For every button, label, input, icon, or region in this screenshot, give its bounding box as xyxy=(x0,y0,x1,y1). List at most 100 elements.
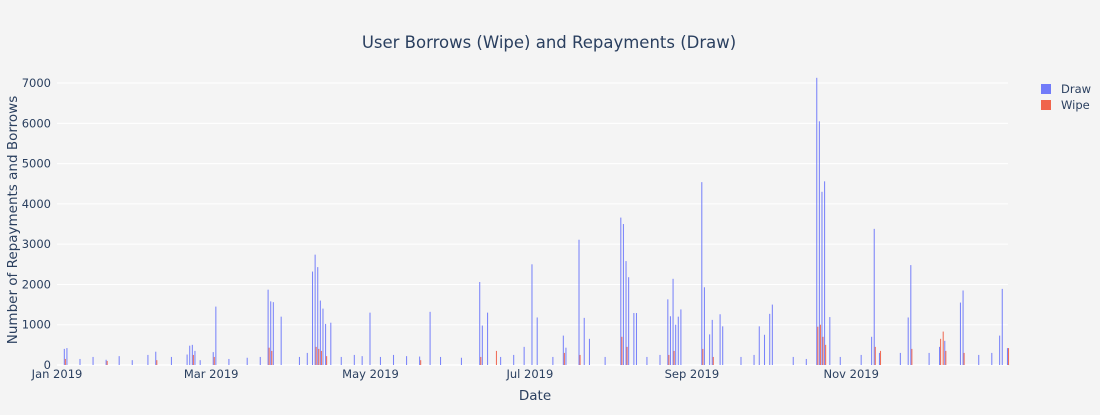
draw-bar xyxy=(353,354,355,365)
draw-bar xyxy=(280,316,282,365)
x-tick-label: Mar 2019 xyxy=(184,367,239,381)
draw-bar xyxy=(740,356,742,365)
draw-bar xyxy=(170,356,172,365)
draw-bar xyxy=(646,356,648,365)
draw-bar xyxy=(92,356,94,365)
draw-bar xyxy=(667,299,669,365)
wipe-bar xyxy=(579,354,581,365)
draw-bar xyxy=(105,359,107,365)
draw-bar xyxy=(319,300,321,365)
y-axis-ticks: 0 1000 2000 3000 4000 5000 6000 7000 xyxy=(22,76,51,372)
draw-bar xyxy=(199,360,201,365)
draw-bar xyxy=(910,265,912,365)
legend-swatch-draw[interactable] xyxy=(1041,84,1051,94)
draw-bar xyxy=(270,301,272,365)
draw-bar xyxy=(272,302,274,365)
draw-bar xyxy=(860,354,862,365)
draw-bar xyxy=(189,345,191,365)
wipe-bar xyxy=(911,348,913,365)
draw-bar xyxy=(635,313,638,365)
wipe-bar xyxy=(940,338,942,365)
draw-bar xyxy=(322,308,324,365)
y-tick-label: 1000 xyxy=(22,318,51,332)
wipe-bar xyxy=(268,347,270,365)
draw-bar xyxy=(228,358,230,365)
wipe-bar xyxy=(495,350,497,365)
draw-bar xyxy=(460,357,462,365)
draw-bar xyxy=(147,354,149,365)
draw-bar xyxy=(552,356,554,365)
x-axis-title: Date xyxy=(519,388,551,404)
legend-label-wipe[interactable]: Wipe xyxy=(1061,98,1090,112)
wipe-bar xyxy=(819,324,821,365)
draw-bar xyxy=(194,350,196,365)
draw-bar xyxy=(622,224,624,365)
wipe-bar xyxy=(874,346,876,365)
draw-bar xyxy=(155,351,157,365)
wipe-bar xyxy=(879,350,882,365)
draw-bar xyxy=(878,352,880,365)
draw-bar xyxy=(131,360,133,365)
draw-bar xyxy=(406,356,408,365)
legend-label-draw[interactable]: Draw xyxy=(1061,82,1091,96)
chart-title: User Borrows (Wipe) and Repayments (Draw… xyxy=(362,33,736,52)
draw-bar xyxy=(978,354,980,365)
draw-bar xyxy=(758,326,760,365)
draw-bar xyxy=(818,121,820,365)
draw-bar xyxy=(481,325,483,365)
draw-bar xyxy=(562,335,564,365)
draw-bar xyxy=(962,290,964,365)
wipe-bar xyxy=(702,348,704,365)
draw-bar xyxy=(769,313,771,365)
bars xyxy=(63,77,1010,365)
wipe-bar xyxy=(271,350,273,365)
draw-bar xyxy=(824,181,826,365)
gridlines xyxy=(57,82,1008,366)
wipe-bar xyxy=(213,356,215,365)
draw-bar xyxy=(829,317,831,365)
draw-bar xyxy=(703,287,705,365)
draw-bar xyxy=(839,356,841,365)
draw-bar xyxy=(701,182,703,365)
draw-bar xyxy=(816,77,818,365)
draw-bar xyxy=(899,352,901,365)
wipe-bar xyxy=(420,360,422,365)
legend-swatch-wipe[interactable] xyxy=(1041,100,1051,110)
draw-bar xyxy=(361,356,363,365)
draw-bar xyxy=(821,191,823,365)
wipe-bar xyxy=(320,350,322,365)
draw-bar xyxy=(907,317,909,365)
y-tick-label: 3000 xyxy=(22,237,51,251)
wipe-bar xyxy=(156,360,158,365)
wipe-bar xyxy=(64,358,66,365)
draw-bar xyxy=(792,356,794,365)
wipe-bar xyxy=(192,354,194,365)
x-tick-label: Jul 2019 xyxy=(505,367,553,381)
wipe-bar xyxy=(563,352,565,365)
wipe-bar xyxy=(315,346,317,365)
draw-bar xyxy=(317,267,319,365)
draw-bar xyxy=(429,311,431,365)
draw-bar xyxy=(298,356,300,365)
draw-bar xyxy=(999,335,1001,365)
draw-bar xyxy=(330,322,332,365)
draw-bar xyxy=(722,326,724,365)
draw-bar xyxy=(659,354,661,365)
wipe-bar xyxy=(825,344,827,365)
legend: Draw Wipe xyxy=(1041,82,1091,112)
draw-bar xyxy=(719,314,721,365)
draw-bar xyxy=(565,347,567,365)
y-tick-label: 7000 xyxy=(22,76,51,90)
draw-bar xyxy=(63,348,65,365)
wipe-bar xyxy=(712,356,714,365)
draw-bar xyxy=(753,354,755,365)
draw-bar xyxy=(340,356,342,365)
draw-bar xyxy=(604,356,606,365)
wipe-bar xyxy=(668,354,670,365)
x-tick-label: Sep 2019 xyxy=(665,367,720,381)
wipe-bar xyxy=(942,331,944,365)
x-tick-label: Nov 2019 xyxy=(824,367,879,381)
y-tick-label: 4000 xyxy=(22,197,51,211)
draw-bar xyxy=(325,323,327,365)
